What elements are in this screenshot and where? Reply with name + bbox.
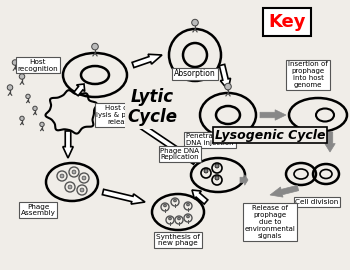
Circle shape xyxy=(192,19,198,26)
FancyArrow shape xyxy=(219,64,231,90)
Text: Lysogenic Cycle: Lysogenic Cycle xyxy=(215,129,325,141)
Circle shape xyxy=(12,60,18,65)
Text: Lytic
Cycle: Lytic Cycle xyxy=(127,87,177,126)
Circle shape xyxy=(26,94,30,99)
Circle shape xyxy=(225,83,231,90)
Text: Release of
prophage
due to
environmental
signals: Release of prophage due to environmental… xyxy=(245,205,295,239)
Text: Key: Key xyxy=(268,13,306,31)
Text: Phage DNA
Replication: Phage DNA Replication xyxy=(161,147,199,160)
FancyArrow shape xyxy=(63,131,73,158)
FancyArrow shape xyxy=(325,132,335,152)
FancyArrow shape xyxy=(102,189,145,204)
Circle shape xyxy=(82,176,86,180)
Circle shape xyxy=(80,188,84,192)
FancyArrow shape xyxy=(192,190,208,204)
FancyArrow shape xyxy=(125,115,197,164)
Text: Host cell
lysis & phage
release: Host cell lysis & phage release xyxy=(97,105,144,125)
Circle shape xyxy=(33,106,37,111)
Circle shape xyxy=(68,185,72,189)
Circle shape xyxy=(72,170,76,174)
Text: Absorption: Absorption xyxy=(174,69,216,79)
FancyArrow shape xyxy=(260,110,286,120)
Circle shape xyxy=(60,174,64,178)
Text: Insertion of
prophage
into host
genome: Insertion of prophage into host genome xyxy=(288,62,328,89)
Circle shape xyxy=(187,215,189,218)
Text: Synthesis of
new phage: Synthesis of new phage xyxy=(156,234,200,247)
Circle shape xyxy=(204,169,208,173)
Circle shape xyxy=(163,204,167,207)
Circle shape xyxy=(177,217,181,220)
Circle shape xyxy=(168,217,172,220)
Text: Host
recognition: Host recognition xyxy=(18,59,58,72)
Text: Cell division: Cell division xyxy=(295,199,339,205)
Circle shape xyxy=(215,164,219,168)
FancyArrow shape xyxy=(270,185,299,197)
Circle shape xyxy=(7,85,13,90)
Circle shape xyxy=(20,116,24,121)
Circle shape xyxy=(187,203,189,206)
FancyArrow shape xyxy=(240,175,248,185)
Text: Phage
Assembly: Phage Assembly xyxy=(21,204,55,217)
Circle shape xyxy=(174,199,176,202)
Circle shape xyxy=(92,43,98,50)
FancyArrow shape xyxy=(132,54,162,68)
Circle shape xyxy=(40,122,44,127)
Circle shape xyxy=(19,74,25,79)
FancyArrow shape xyxy=(74,84,85,96)
Text: Penetration &
DNA injection: Penetration & DNA injection xyxy=(186,133,234,147)
Circle shape xyxy=(215,176,219,180)
